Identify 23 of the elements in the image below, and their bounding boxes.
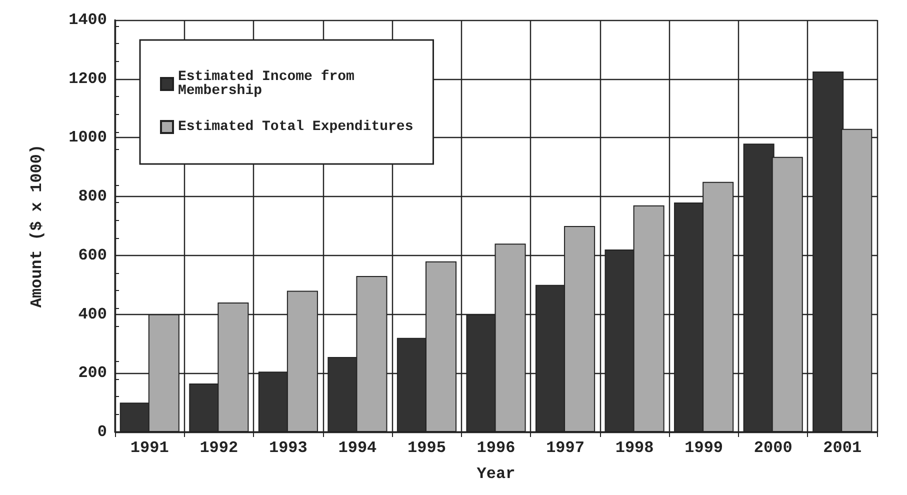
x-tick-label: 1998 [615,439,654,457]
y-tick-label: 400 [78,305,107,324]
y-tick-label: 800 [78,188,107,206]
y-tick-label: 1200 [68,70,107,88]
x-tick-label: 1992 [200,439,238,457]
x-tick-label: 1997 [546,439,584,457]
x-tick-label: 1994 [338,439,378,457]
x-tick-label: 1991 [130,439,169,457]
x-axis-title: Year [476,465,516,483]
y-tick-label: 1000 [68,128,107,147]
x-tick-label: 1993 [268,439,308,457]
y-tick-label: 600 [78,246,107,264]
x-tick-label: 1996 [476,439,516,457]
x-tick-label: 2000 [754,439,792,457]
legend-label: Estimated Income from Membership [178,69,354,99]
x-tick-label: 2001 [823,439,862,457]
y-axis-title: Amount ($ x 1000) [28,144,46,308]
y-tick-label: 1400 [68,11,107,29]
legend-label: Estimated Total Expenditures [178,119,414,135]
x-tick-label: 1995 [408,439,446,457]
x-tick-label: 1999 [684,439,724,457]
y-tick-label: 200 [78,364,107,382]
y-tick-label: 0 [97,423,107,441]
